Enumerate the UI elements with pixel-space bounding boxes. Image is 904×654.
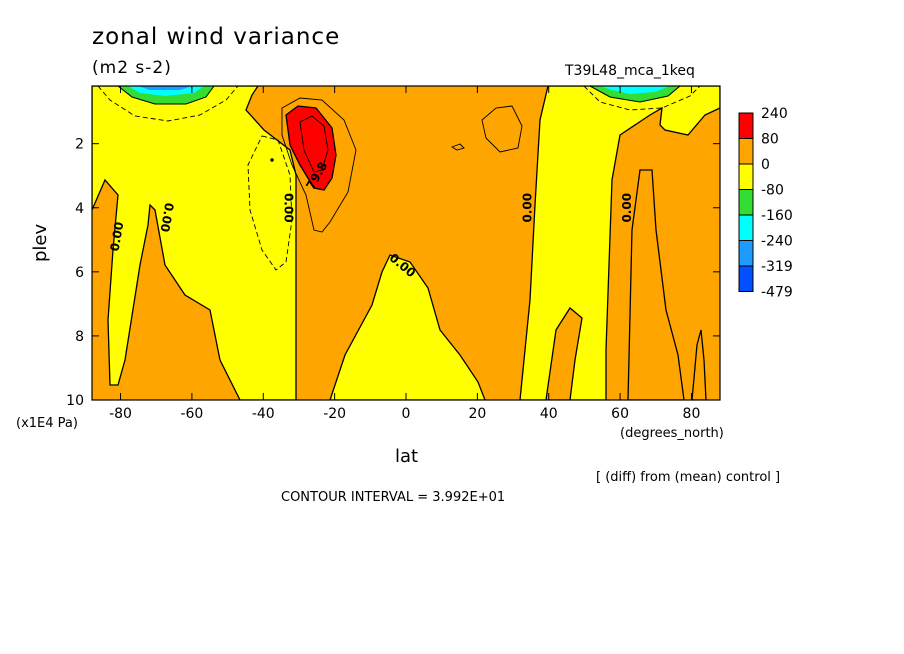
axes: -80 -60 -40 -20 0 20 40 60 80 2 4 6 8 10 — [66, 86, 720, 422]
y-axis-label: plev — [30, 223, 51, 262]
field-yellow-center — [329, 254, 486, 400]
contour-label: 0.00 — [281, 193, 295, 223]
contour-label-text: 0.00 — [281, 193, 295, 223]
contour-positive-inner — [299, 115, 329, 173]
field-neg-nw-blue — [138, 86, 192, 90]
y-tick-label: 6 — [75, 265, 84, 281]
chart-title: zonal wind variance — [92, 24, 341, 50]
field-yellow-west — [92, 86, 297, 400]
contour-fields — [92, 86, 720, 400]
legend-level-label: -240 — [761, 234, 793, 250]
legend-swatch — [738, 265, 754, 292]
contour-dot — [270, 158, 274, 162]
x-axis-label: lat — [395, 446, 419, 467]
contour-neg-dashed-nw — [97, 86, 239, 122]
legend-level-label: -319 — [761, 259, 793, 275]
legend-level-label: 80 — [761, 132, 779, 148]
x-unit-label: (degrees_north) — [620, 426, 724, 441]
comparison-note: [ (diff) from (mean) control ] — [596, 470, 781, 485]
field-red-max — [285, 105, 337, 191]
legend-swatch — [738, 240, 754, 267]
x-tick-label: 40 — [540, 406, 558, 422]
contour-tiny-blob — [450, 143, 465, 151]
field-orange-pocket-e — [627, 169, 685, 400]
x-tick-label: -40 — [252, 406, 275, 422]
field-neg-ne-cyan — [600, 86, 670, 94]
contour-label: 0.00 — [620, 193, 634, 223]
contour-neg-dashed-ne — [583, 86, 701, 111]
legend-swatch — [738, 112, 754, 139]
contour-label-text: 0.00 — [157, 202, 176, 234]
experiment-label: T39L48_mca_1keq — [565, 63, 695, 79]
contour-label: 0.00 — [108, 221, 127, 253]
y-tick-label: 2 — [75, 137, 84, 153]
y-tick-label: 10 — [66, 393, 84, 409]
contour-interval: CONTOUR INTERVAL = 3.992E+01 — [281, 490, 506, 505]
legend-swatch — [738, 214, 754, 241]
legend-level-label: 0 — [761, 157, 770, 173]
contour-positive-ring — [281, 97, 357, 233]
contour-label: 0.00 — [157, 202, 176, 234]
x-tick-label: 80 — [683, 406, 701, 422]
contour-label: 0.00 — [520, 193, 534, 223]
units-label: (m2 s-2) — [92, 58, 172, 78]
legend-level-label: -80 — [761, 183, 784, 199]
y-tick-label: 4 — [75, 201, 84, 217]
contour-label-text: 0.00 — [108, 221, 127, 253]
color-legend: 240 80 0 -80 -160 -240 -319 -479 — [738, 106, 793, 301]
x-tick-label: 0 — [402, 406, 411, 422]
contour-small-oval-ne — [481, 105, 523, 153]
legend-level-label: 240 — [761, 106, 788, 122]
legend-swatch — [738, 189, 754, 216]
legend-swatch — [738, 163, 754, 190]
legend-level-label: -160 — [761, 208, 793, 224]
y-tick-label: 8 — [75, 329, 84, 345]
contour-lines — [97, 86, 701, 271]
field-orange-pocket-se — [545, 307, 583, 400]
legend-swatch — [738, 138, 754, 165]
contour-label-text: 0.00 — [620, 193, 634, 223]
y-unit-label: (x1E4 Pa) — [16, 416, 78, 431]
x-tick-label: 20 — [468, 406, 486, 422]
x-tick-label: -20 — [323, 406, 346, 422]
x-tick-label: -60 — [180, 406, 203, 422]
field-orange-pocket-far-e — [691, 329, 707, 400]
contour-neg-dashed-oval — [247, 135, 293, 271]
legend-level-label: -479 — [761, 285, 793, 301]
x-tick-label: 60 — [611, 406, 629, 422]
x-tick-label: -80 — [109, 406, 132, 422]
contour-label-text: 0.00 — [520, 193, 534, 223]
